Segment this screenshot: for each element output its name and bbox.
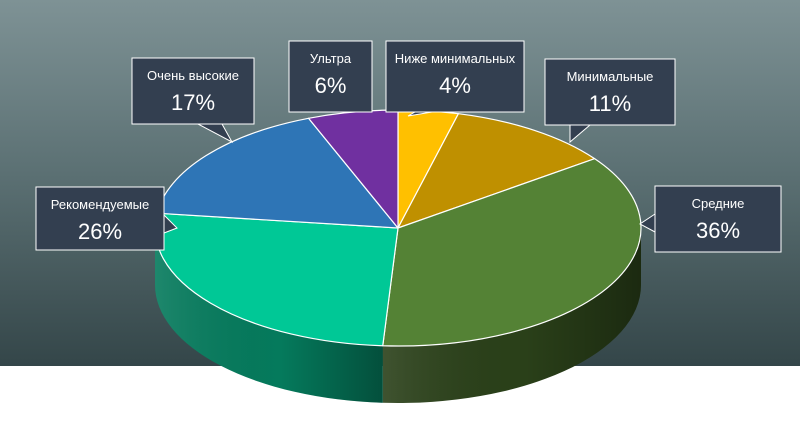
callout-box xyxy=(654,185,782,253)
pie-side-walls xyxy=(155,228,641,403)
slice-value-label: 26% xyxy=(78,219,122,244)
callout-5: Очень высокие 17% xyxy=(131,57,255,144)
callout-pointer xyxy=(639,213,656,233)
slice-value-label: 11% xyxy=(589,91,631,116)
slice-label: Очень высокие xyxy=(147,68,239,83)
slice-label: Минимальные xyxy=(567,69,654,84)
slice-label: Ниже минимальных xyxy=(395,51,516,66)
callout-box xyxy=(385,40,525,113)
callout-2: Минимальные 11% xyxy=(544,58,676,144)
slice-label: Рекомендуемые xyxy=(51,197,149,212)
pie-slice-2 xyxy=(397,113,596,229)
callouts: Ниже минимальных 4% Минимальные 11% Средние 3… xyxy=(35,40,782,253)
callout-3: Средние 36% xyxy=(639,185,782,253)
slice-value-label: 6% xyxy=(315,73,347,98)
slice-label: Средние xyxy=(692,196,745,211)
callout-box xyxy=(131,57,255,125)
slice-value-label: 17% xyxy=(171,90,215,115)
callout-pointer xyxy=(569,124,592,144)
pie-top xyxy=(154,109,642,347)
pie-side-shade-3 xyxy=(382,228,641,403)
callout-box xyxy=(544,58,676,126)
slice-value-label: 4% xyxy=(439,73,471,98)
callout-6: Ультра 6% xyxy=(288,40,373,113)
slice-label: Ультра xyxy=(310,51,352,66)
callout-box xyxy=(35,186,165,251)
callout-1: Ниже минимальных 4% xyxy=(385,40,525,117)
callout-4: Рекомендуемые 26% xyxy=(35,186,178,251)
pie-side-shade-4 xyxy=(155,228,383,403)
callout-pointer xyxy=(197,123,234,144)
slice-value-label: 36% xyxy=(696,218,740,243)
callout-box xyxy=(288,40,373,113)
pie-slice-3 xyxy=(382,158,642,347)
